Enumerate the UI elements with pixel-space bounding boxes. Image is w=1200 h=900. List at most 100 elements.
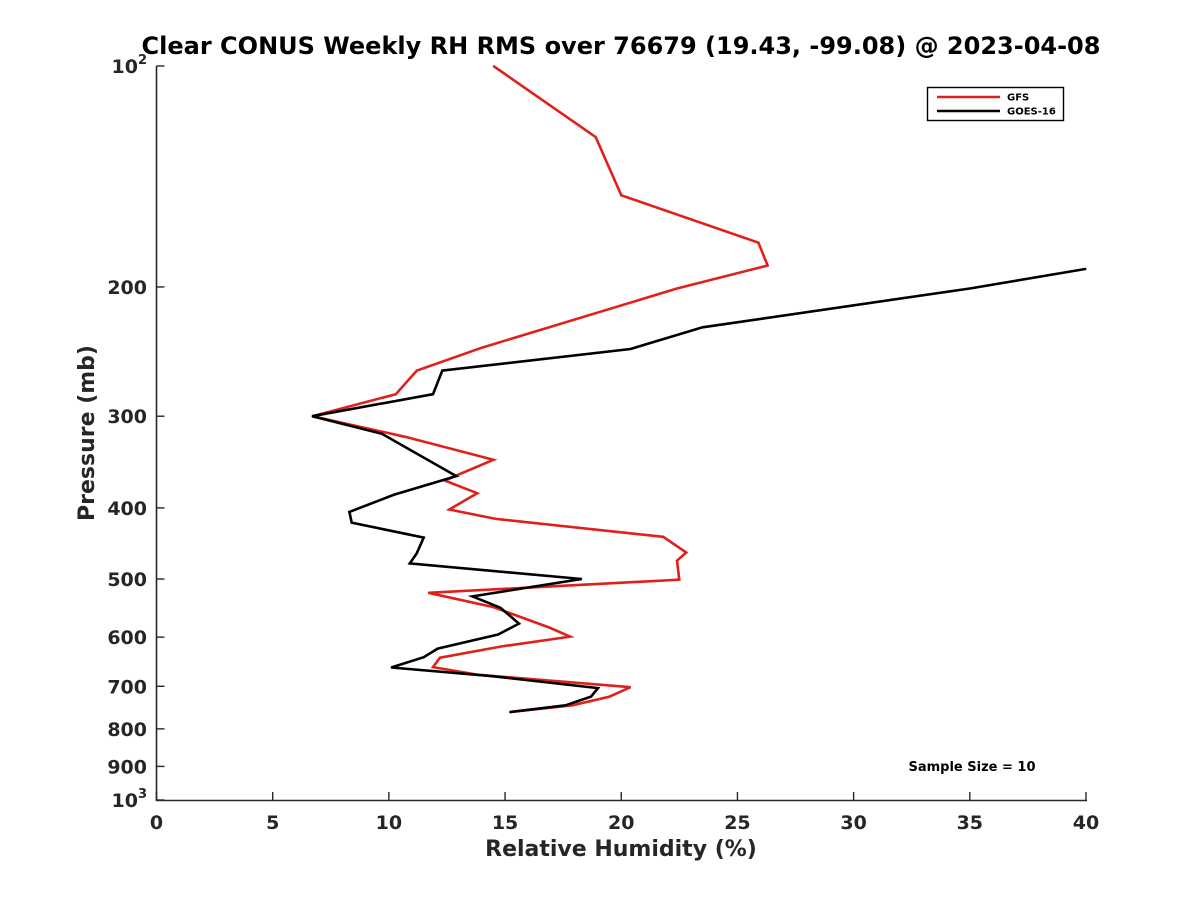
data-point-gfs [609,696,611,698]
sample-size-annotation: Sample Size = 10 [908,760,1035,775]
data-point-goes-16 [351,522,353,524]
data-point-goes-16 [490,675,492,677]
y-tick-label-exponent: 3 [138,787,147,802]
y-tick-label: 400 [107,498,147,520]
data-point-gfs [571,704,574,706]
data-point-gfs [629,686,632,688]
data-point-goes-16 [455,475,457,477]
y-tick-label-base: 900 [107,756,147,778]
data-point-goes-16 [409,562,411,565]
x-tick-label: 5 [266,812,279,834]
y-tick-label: 700 [107,676,147,698]
series-line-goes-16 [311,267,1087,714]
data-point-goes-16 [432,393,434,395]
data-point-goes-16 [590,696,592,698]
data-point-goes-16 [1085,268,1087,270]
data-point-gfs [569,636,571,638]
data-point-gfs [767,264,769,267]
data-point-gfs [676,560,678,562]
data-point-goes-16 [381,433,383,435]
y-tick-label-base: 10 [112,790,138,812]
legend-box [926,86,1065,122]
data-point-gfs [757,242,760,244]
data-point-goes-16 [390,666,392,669]
data-point-gfs [404,436,406,438]
data-point-goes-16 [509,711,511,713]
data-point-gfs [685,551,687,554]
data-point-goes-16 [423,537,425,539]
y-tick-label-base: 300 [107,406,147,428]
y-tick-label-base: 800 [107,719,147,741]
series-layer [311,64,1087,714]
data-point-gfs [662,536,664,538]
data-point-goes-16 [311,415,313,417]
y-tick-label: 300 [107,406,147,428]
data-point-gfs [495,518,497,520]
data-point-goes-16 [629,348,632,350]
data-point-goes-16 [348,511,350,513]
x-tick-label: 15 [492,812,518,834]
legend-label-goes-16: GOES-16 [1007,107,1056,118]
chart-title: Clear CONUS Weekly RH RMS over 76679 (19… [142,32,1101,60]
data-point-goes-16 [597,687,599,689]
y-tick-label: 800 [107,719,147,741]
y-tick-label-base: 10 [112,56,138,78]
data-point-gfs [448,508,450,511]
data-point-gfs [427,592,429,594]
data-point-goes-16 [392,494,395,496]
data-point-goes-16 [497,633,499,636]
legend-label-gfs: GFS [1007,93,1029,104]
data-point-gfs [595,136,597,138]
legend: GFS GOES-16 [926,86,1065,122]
y-tick-label-base: 400 [107,498,147,520]
y-tick-label: 500 [107,569,147,591]
data-point-gfs [476,492,478,494]
x-tick-label: 0 [150,812,163,834]
data-point-gfs [499,646,501,648]
y-axis-label: Pressure (mb) [75,345,100,521]
data-point-gfs [676,287,678,290]
data-point-goes-16 [441,370,443,372]
data-point-gfs [395,393,397,395]
data-point-goes-16 [499,607,501,609]
y-tick-label-base: 200 [107,277,147,299]
y-tick-label: 200 [107,277,147,299]
data-point-goes-16 [518,623,520,625]
data-point-gfs [481,347,483,349]
data-point-gfs [620,194,622,196]
x-tick-label: 40 [1073,812,1099,834]
data-point-gfs [439,657,441,659]
y-tick-label: 900 [107,756,147,778]
y-tick-label: 102 [112,53,148,78]
y-tick-label-base: 600 [107,627,147,649]
data-point-gfs [548,626,550,629]
data-point-goes-16 [471,595,474,598]
data-point-gfs [678,579,680,581]
series-line-gfs [311,64,770,714]
x-tick-label: 30 [840,812,866,834]
x-ticks: 0 5 10 15 20 25 30 35 40 [150,792,1099,834]
x-tick-label: 25 [724,812,750,834]
x-tick-label: 10 [376,812,402,834]
data-point-goes-16 [423,656,425,658]
data-point-goes-16 [564,704,567,706]
y-tick-label-exponent: 2 [138,53,147,68]
data-point-gfs [416,370,418,372]
x-tick-label: 35 [957,812,983,834]
data-point-gfs [492,459,494,461]
y-tick-label: 103 [112,787,148,812]
data-point-goes-16 [416,552,418,554]
data-point-gfs [492,606,494,608]
data-point-gfs [432,666,434,668]
y-tick-label-base: 500 [107,569,147,591]
data-point-goes-16 [437,648,439,650]
data-point-goes-16 [969,287,971,290]
x-tick-label: 20 [608,812,634,834]
axes [155,66,1087,802]
data-point-goes-16 [581,578,583,580]
y-tick-label-base: 700 [107,676,147,698]
data-point-gfs [492,65,494,67]
data-point-goes-16 [702,326,704,328]
